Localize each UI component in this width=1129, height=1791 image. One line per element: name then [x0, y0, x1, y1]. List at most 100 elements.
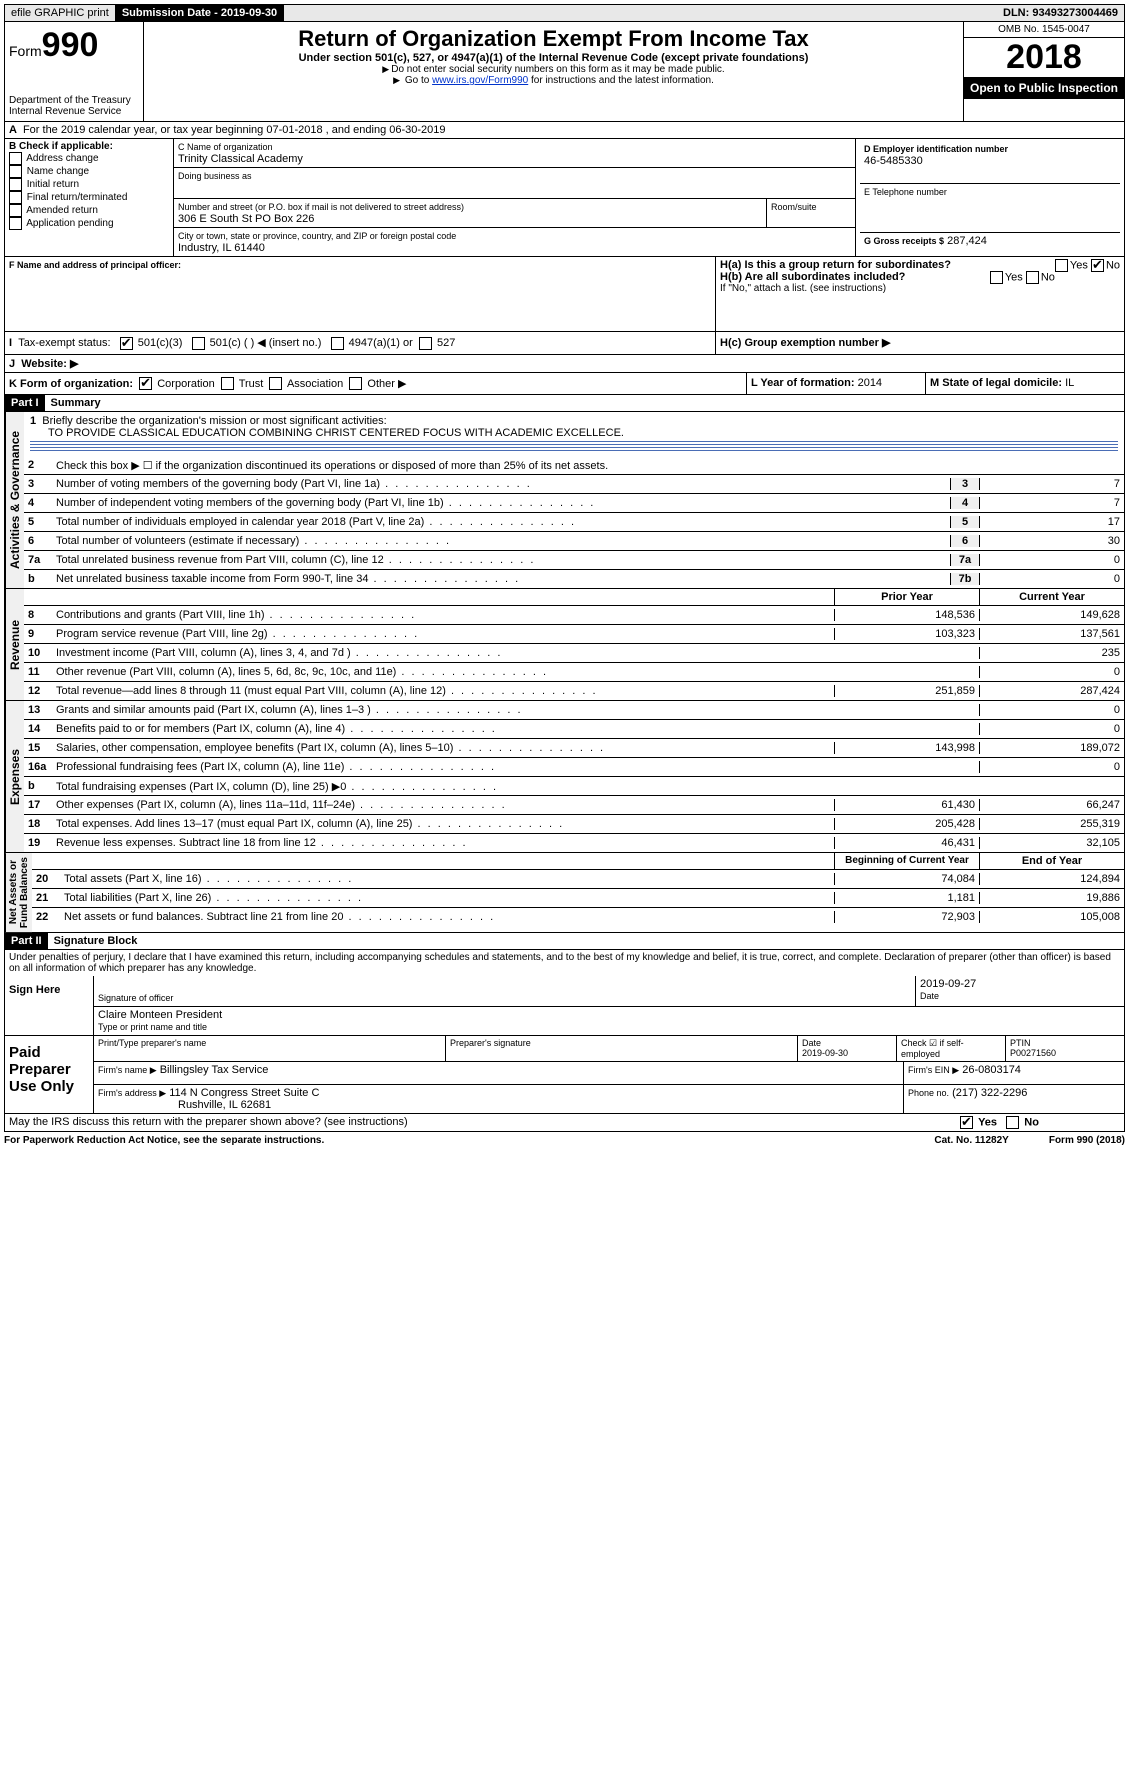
part1-header: Part I Summary [4, 395, 1125, 412]
sign-here-block: Sign Here Signature of officer 2019-09-2… [4, 976, 1125, 1036]
irs-label: Internal Revenue Service [9, 106, 139, 117]
part2-header: Part II Signature Block [4, 933, 1125, 950]
discuss-row: May the IRS discuss this return with the… [4, 1114, 1125, 1132]
checkbox-other[interactable] [349, 377, 362, 390]
gross-receipts: 287,424 [947, 235, 987, 247]
line-19: 19Revenue less expenses. Subtract line 1… [24, 834, 1124, 852]
box-h: H(a) Is this a group return for subordin… [716, 257, 1124, 331]
checkbox-application-pending[interactable] [9, 217, 22, 230]
top-bar: efile GRAPHIC print Submission Date - 20… [4, 4, 1125, 22]
checkbox-initial-return[interactable] [9, 178, 22, 191]
dln: DLN: 93493273004469 [997, 5, 1124, 21]
note-ssn: Do not enter social security numbers on … [148, 64, 959, 75]
checkbox-final-return[interactable] [9, 191, 22, 204]
line-9: 9Program service revenue (Part VIII, lin… [24, 625, 1124, 644]
line-4: 4Number of independent voting members of… [24, 494, 1124, 513]
firm-ein: 26-0803174 [962, 1064, 1021, 1076]
period-line: AFor the 2019 calendar year, or tax year… [4, 122, 1125, 139]
fh-block: F Name and address of principal officer:… [4, 257, 1125, 332]
form-subtitle: Under section 501(c), 527, or 4947(a)(1)… [148, 52, 959, 64]
line-13: 13Grants and similar amounts paid (Part … [24, 701, 1124, 720]
box-f-label: F Name and address of principal officer: [9, 260, 181, 270]
line-3: 3Number of voting members of the governi… [24, 475, 1124, 494]
submission-date: Submission Date - 2019-09-30 [116, 5, 284, 21]
form990-link[interactable]: www.irs.gov/Form990 [432, 75, 528, 86]
checkbox-527[interactable] [419, 337, 432, 350]
form-990-label: Form990 [9, 26, 139, 65]
section-net-assets: Net Assets orFund Balances Beginning of … [4, 853, 1125, 933]
checkbox-discuss-no[interactable] [1006, 1116, 1019, 1129]
line-b: bTotal fundraising expenses (Part IX, co… [24, 777, 1124, 796]
line-11: 11Other revenue (Part VIII, column (A), … [24, 663, 1124, 682]
sidebar-governance: Activities & Governance [5, 412, 24, 588]
city-state-zip: Industry, IL 61440 [178, 242, 265, 254]
checkbox-address-change[interactable] [9, 152, 22, 165]
sidebar-net-assets: Net Assets orFund Balances [5, 853, 32, 932]
tax-year: 2018 [964, 38, 1124, 77]
checkbox-ha-yes[interactable] [1055, 259, 1068, 272]
note-goto: Go to www.irs.gov/Form990 for instructio… [148, 75, 959, 86]
sidebar-expenses: Expenses [5, 701, 24, 852]
line-20: 20Total assets (Part X, line 16)74,08412… [32, 870, 1124, 889]
line-12: 12Total revenue—add lines 8 through 11 (… [24, 682, 1124, 700]
sidebar-revenue: Revenue [5, 589, 24, 700]
form-title: Return of Organization Exempt From Incom… [148, 26, 959, 52]
dept-label: Department of the Treasury [9, 95, 139, 106]
line-14: 14Benefits paid to or for members (Part … [24, 720, 1124, 739]
section-revenue: Revenue Prior Year Current Year 8Contrib… [4, 589, 1125, 701]
firm-name: Billingsley Tax Service [160, 1064, 269, 1076]
street-address: 306 E South St PO Box 226 [178, 213, 314, 225]
line-16a: 16aProfessional fundraising fees (Part I… [24, 758, 1124, 777]
org-name: Trinity Classical Academy [178, 153, 303, 165]
checkbox-501c3[interactable] [120, 337, 133, 350]
header: Form990 Department of the Treasury Inter… [4, 22, 1125, 122]
section-expenses: Expenses 13Grants and similar amounts pa… [4, 701, 1125, 853]
checkbox-association[interactable] [269, 377, 282, 390]
line-18: 18Total expenses. Add lines 13–17 (must … [24, 815, 1124, 834]
sign-date: 2019-09-27 [920, 978, 976, 990]
open-public: Open to Public Inspection [964, 77, 1124, 99]
checkbox-trust[interactable] [221, 377, 234, 390]
checkbox-ha-no[interactable] [1091, 259, 1104, 272]
checkbox-hb-yes[interactable] [990, 271, 1003, 284]
section-governance: Activities & Governance 1 Briefly descri… [4, 412, 1125, 589]
efile-label: efile GRAPHIC print [5, 5, 116, 21]
line-15: 15Salaries, other compensation, employee… [24, 739, 1124, 758]
checkbox-amended-return[interactable] [9, 204, 22, 217]
checkbox-discuss-yes[interactable] [960, 1116, 973, 1129]
checkbox-4947[interactable] [331, 337, 344, 350]
ptin: P00271560 [1010, 1048, 1056, 1058]
line-8: 8Contributions and grants (Part VIII, li… [24, 606, 1124, 625]
omb-number: OMB No. 1545-0047 [964, 22, 1124, 38]
line-6: 6Total number of volunteers (estimate if… [24, 532, 1124, 551]
i-block: I Tax-exempt status: 501(c)(3) 501(c) ( … [4, 332, 1125, 355]
firm-phone: (217) 322-2296 [952, 1087, 1027, 1099]
line-5: 5Total number of individuals employed in… [24, 513, 1124, 532]
box-c: C Name of organization Trinity Classical… [174, 139, 856, 256]
paid-preparer-block: Paid Preparer Use Only Print/Type prepar… [4, 1036, 1125, 1114]
box-deg: D Employer identification number 46-5485… [856, 139, 1124, 256]
footer: For Paperwork Reduction Act Notice, see … [4, 1132, 1125, 1146]
year-formation: 2014 [858, 377, 882, 389]
prep-date: 2019-09-30 [802, 1048, 848, 1058]
line-21: 21Total liabilities (Part X, line 26)1,1… [32, 889, 1124, 908]
firm-city: Rushville, IL 62681 [98, 1099, 271, 1111]
checkbox-name-change[interactable] [9, 165, 22, 178]
ein: 46-5485330 [864, 155, 923, 167]
line-7b: bNet unrelated business taxable income f… [24, 570, 1124, 588]
checkbox-hb-no[interactable] [1026, 271, 1039, 284]
mission-text: TO PROVIDE CLASSICAL EDUCATION COMBINING… [30, 427, 624, 439]
line-10: 10Investment income (Part VIII, column (… [24, 644, 1124, 663]
perjury-text: Under penalties of perjury, I declare th… [4, 950, 1125, 976]
j-block: J Website: ▶ [4, 355, 1125, 373]
checkbox-501c[interactable] [192, 337, 205, 350]
line-22: 22Net assets or fund balances. Subtract … [32, 908, 1124, 926]
officer-name: Claire Monteen President [98, 1009, 222, 1021]
state-domicile: IL [1065, 377, 1074, 389]
line-17: 17Other expenses (Part IX, column (A), l… [24, 796, 1124, 815]
klm-block: K Form of organization: Corporation Trus… [4, 373, 1125, 396]
box-b: B Check if applicable: Address change Na… [5, 139, 174, 256]
info-block: B Check if applicable: Address change Na… [4, 139, 1125, 257]
checkbox-corporation[interactable] [139, 377, 152, 390]
line-7a: 7aTotal unrelated business revenue from … [24, 551, 1124, 570]
